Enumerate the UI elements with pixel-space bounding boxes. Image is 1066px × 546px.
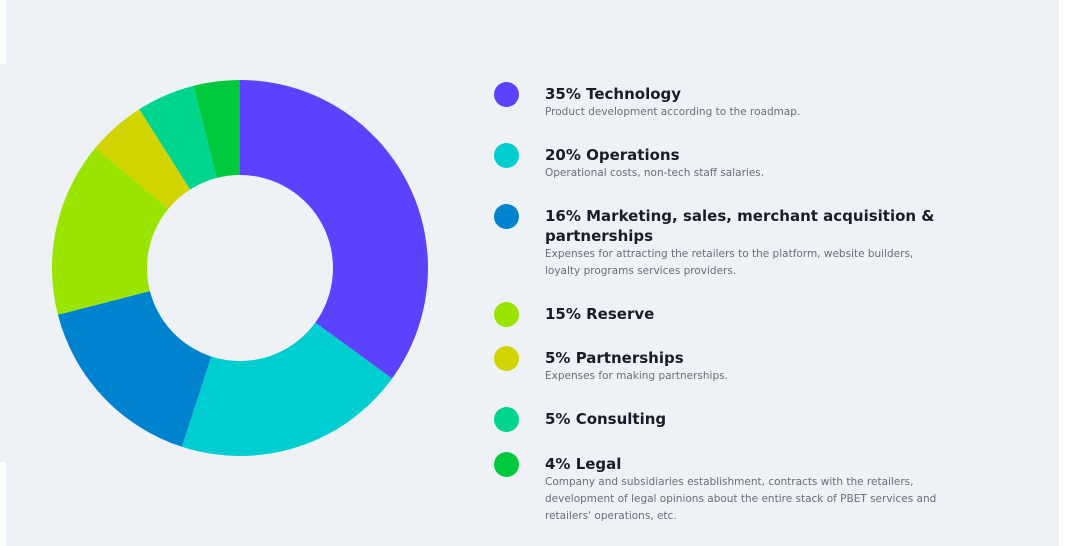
- legend-title-operations: 20% Operations: [545, 146, 680, 164]
- legend-title-consulting: 5% Consulting: [545, 410, 667, 428]
- donut-slice-operations: [181, 322, 393, 456]
- donut-chart: [52, 80, 428, 456]
- legend-title-marketing: 16% Marketing, sales, merchant acquisiti…: [545, 207, 935, 245]
- legend-title-technology: 35% Technology: [545, 85, 682, 103]
- legend-dot-operations: [494, 143, 519, 168]
- background-panel-right: [474, 64, 1059, 546]
- legend-desc-marketing: Expenses for attracting the retailers to…: [545, 248, 914, 277]
- legend-desc-legal: Company and subsidiaries establishment, …: [545, 476, 937, 522]
- legend-dot-consulting: [494, 407, 519, 432]
- legend-title-partnerships: 5% Partnerships: [545, 349, 684, 367]
- legend-desc-operations: Operational costs, non-tech staff salari…: [545, 167, 765, 179]
- donut-slice-partnerships: [95, 109, 191, 209]
- legend-title-reserve: 15% Reserve: [545, 305, 655, 323]
- donut-slice-legal: [193, 80, 240, 178]
- donut-slice-consulting: [139, 85, 217, 190]
- legend-dot-technology: [494, 82, 519, 107]
- background-panel-bottom-left: [6, 462, 474, 546]
- legend-dot-legal: [494, 452, 519, 477]
- legend-desc-technology: Product development according to the roa…: [545, 106, 801, 118]
- legend-dot-partnerships: [494, 346, 519, 371]
- background-panel-top: [6, 0, 1059, 64]
- legend-dot-reserve: [494, 302, 519, 327]
- legend-dot-marketing: [494, 204, 519, 229]
- donut-slice-reserve: [52, 148, 169, 315]
- donut-slice-marketing: [57, 291, 212, 447]
- donut-slice-technology: [240, 80, 428, 379]
- legend-title-legal: 4% Legal: [545, 455, 622, 473]
- legend-desc-partnerships: Expenses for making partnerships.: [545, 370, 728, 382]
